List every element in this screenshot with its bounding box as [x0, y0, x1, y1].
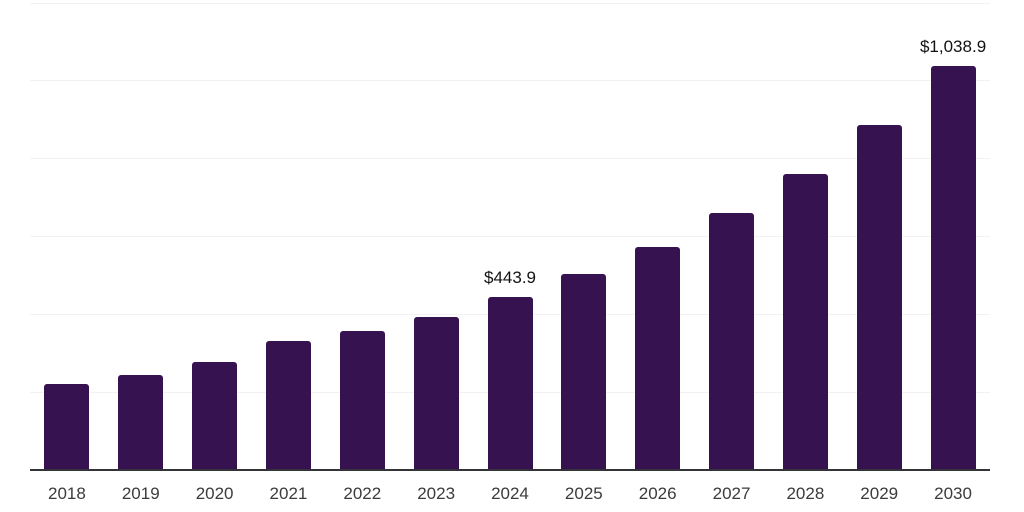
gridline	[30, 2, 990, 4]
bar-2027[interactable]	[709, 213, 755, 470]
bar-2018[interactable]	[44, 384, 90, 470]
bar-2024[interactable]	[487, 297, 533, 470]
x-tick-2025: 2025	[564, 484, 603, 503]
gridline	[30, 236, 990, 237]
x-tick-2028: 2028	[786, 484, 825, 503]
x-tick-2021: 2021	[269, 484, 308, 503]
data-label-2030: $1,038.9	[919, 36, 987, 56]
bar-2026[interactable]	[635, 246, 681, 470]
data-label-2024: $443.9	[484, 268, 536, 288]
x-tick-2027: 2027	[712, 484, 751, 503]
bar-2030[interactable]	[930, 65, 976, 470]
bar-2029[interactable]	[856, 125, 902, 470]
x-tick-2019: 2019	[121, 484, 160, 503]
bar-2019[interactable]	[118, 375, 164, 470]
gridline	[30, 158, 990, 160]
bar-2021[interactable]	[265, 341, 311, 470]
bar-2022[interactable]	[339, 330, 385, 470]
x-tick-2029: 2029	[860, 484, 899, 503]
bar-2020[interactable]	[192, 362, 238, 470]
x-tick-2022: 2022	[343, 484, 382, 503]
x-tick-2024: 2024	[491, 484, 529, 503]
x-tick-2020: 2020	[195, 484, 234, 503]
x-axis-line	[30, 469, 990, 471]
x-tick-2018: 2018	[48, 484, 86, 503]
gridline	[30, 80, 990, 82]
bar-2025[interactable]	[561, 274, 607, 470]
x-tick-2030: 2030	[934, 484, 972, 503]
bar-2028[interactable]	[782, 174, 828, 470]
plot-area: $443.9 $1,038.9	[30, 2, 990, 471]
bar-2023[interactable]	[413, 316, 459, 470]
x-tick-2023: 2023	[417, 484, 456, 503]
x-tick-2026: 2026	[638, 484, 677, 503]
